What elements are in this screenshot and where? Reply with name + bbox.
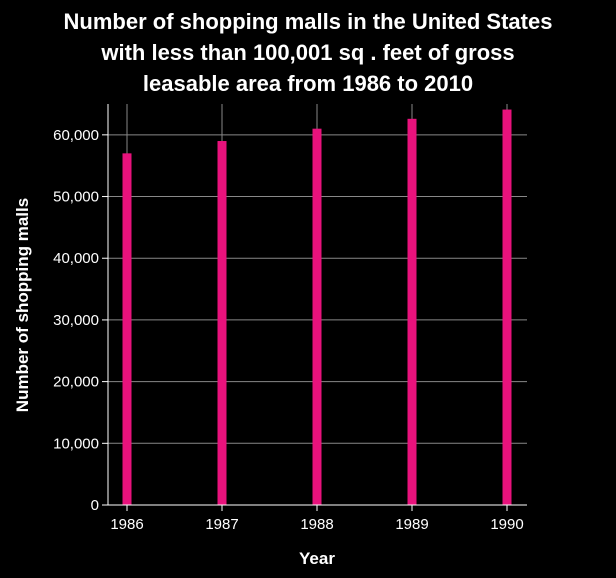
y-tick-label: 0 [91, 497, 99, 514]
y-tick-label: 40,000 [53, 250, 99, 267]
x-axis-title: Year [299, 549, 335, 568]
y-tick-label: 30,000 [53, 312, 99, 329]
chart-title-line-1: Number of shopping malls in the United S… [63, 9, 553, 34]
bar-1990 [502, 109, 512, 505]
bar-1986 [122, 153, 132, 505]
bar-1989 [407, 118, 417, 505]
y-axis-title: Number of shopping malls [13, 198, 32, 412]
x-tick-label: 1990 [490, 516, 523, 533]
bar-layer [122, 109, 512, 505]
x-tick-label: 1987 [205, 516, 238, 533]
bar-1987 [217, 141, 227, 505]
axis-layer: 0 10,000 20,000 30,000 40,000 50,000 60,000 198… [53, 104, 527, 533]
chart-title-line-2: with less than 100,001 sq . feet of gros… [101, 40, 515, 65]
x-tick-label: 1988 [300, 516, 333, 533]
x-tick-label: 1986 [110, 516, 143, 533]
chart-title: Number of shopping malls in the United S… [0, 6, 616, 99]
y-tick-label: 50,000 [53, 189, 99, 206]
y-tick-label: 10,000 [53, 435, 99, 452]
bar-1988 [312, 128, 322, 505]
y-tick-label: 20,000 [53, 374, 99, 391]
y-tick-label: 60,000 [53, 127, 99, 144]
chart-title-line-3: leasable area from 1986 to 2010 [142, 71, 474, 96]
x-tick-label: 1989 [395, 516, 428, 533]
